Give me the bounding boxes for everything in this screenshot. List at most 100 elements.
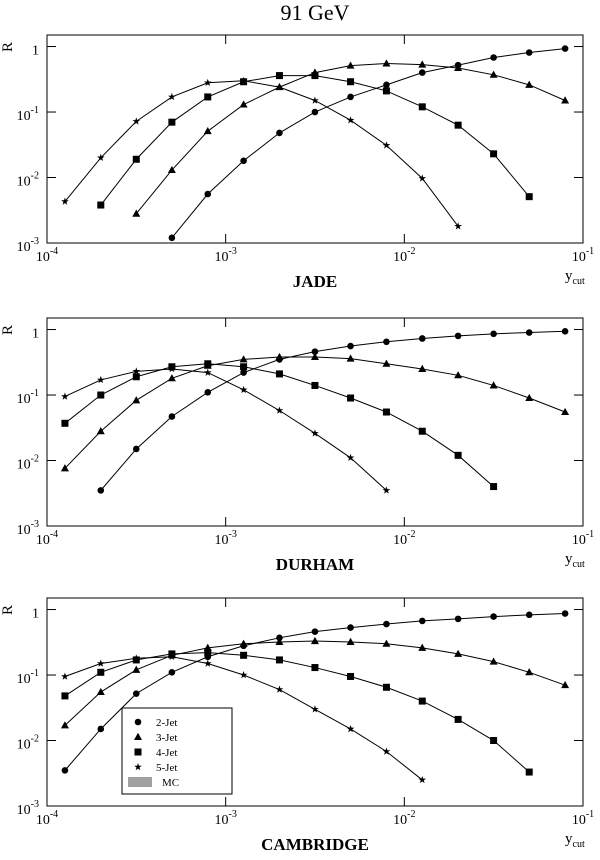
marker-circle: [311, 348, 319, 355]
y-tick-label-base: 10: [17, 672, 31, 687]
y-tick-label-exponent: -2: [31, 454, 39, 465]
marker-square: [490, 150, 498, 158]
marker-circle: [561, 327, 569, 335]
marker-circle: [276, 129, 283, 137]
y-tick-label-base: 10: [17, 109, 31, 124]
marker-star: [61, 392, 69, 400]
marker-circle: [454, 615, 462, 623]
y-tick-label-base: 10: [17, 458, 31, 473]
y-tick-label-exponent: -3: [31, 236, 39, 247]
marker-circle: [204, 190, 212, 198]
marker-star: [96, 153, 105, 162]
x-tick-label-exponent: -1: [586, 809, 594, 820]
marker-star: [418, 174, 427, 182]
marker-square: [97, 391, 105, 399]
marker-circle: [134, 718, 142, 726]
marker-star: [61, 197, 69, 205]
marker-square: [490, 737, 498, 745]
marker-star: [61, 672, 69, 680]
marker-triangle: [239, 100, 248, 108]
marker-star: [203, 368, 212, 376]
marker-circle: [347, 624, 354, 631]
marker-square: [61, 419, 69, 427]
marker-star: [168, 652, 176, 660]
marker-triangle: [239, 355, 248, 363]
x-tick-label-base: 10: [572, 533, 586, 548]
marker-triangle: [454, 63, 463, 72]
x-tick-label: 10-2: [393, 246, 415, 265]
x-tick-label: 10-3: [214, 246, 236, 265]
marker-square: [347, 672, 355, 680]
x-tick-label-base: 10: [393, 250, 407, 265]
x-tick-label-exponent: -2: [407, 246, 415, 257]
marker-triangle: [489, 657, 498, 665]
marker-star: [239, 671, 248, 679]
marker-triangle: [418, 60, 427, 68]
y-tick-label: 10-1: [17, 668, 39, 687]
marker-square: [311, 664, 319, 672]
marker-triangle: [134, 732, 142, 740]
x-axis-label-main: y: [565, 551, 573, 567]
marker-circle: [204, 389, 212, 396]
marker-circle: [490, 54, 497, 61]
x-tick-label-exponent: -1: [586, 246, 594, 257]
x-tick-label-base: 10: [36, 250, 50, 265]
marker-square: [204, 360, 212, 368]
marker-circle: [490, 330, 497, 338]
marker-star: [382, 141, 391, 149]
x-axis-label: ycut: [565, 831, 585, 850]
marker-star: [311, 705, 319, 713]
x-tick-label: 10-2: [393, 809, 415, 828]
y-tick-label: 10-2: [17, 171, 39, 190]
x-axis-label-main: y: [565, 268, 573, 284]
marker-circle: [132, 690, 140, 697]
y-axis-label: R: [0, 42, 16, 52]
marker-circle: [490, 613, 497, 620]
marker-square: [97, 668, 105, 676]
legend-label: 5-Jet: [156, 762, 177, 774]
y-tick-label-base: 10: [17, 523, 31, 538]
y-tick-label: 10-1: [17, 105, 39, 124]
y-tick-label-exponent: -2: [31, 171, 39, 182]
marker-triangle: [275, 352, 284, 361]
marker-star: [203, 659, 212, 667]
marker-star: [275, 406, 284, 414]
marker-circle: [561, 610, 569, 617]
marker-square: [275, 370, 283, 378]
y-tick-label-base: 10: [17, 738, 31, 753]
marker-square: [204, 649, 212, 657]
x-tick-label: 10-2: [393, 529, 415, 548]
x-tick-label-base: 10: [36, 813, 50, 828]
marker-square: [382, 683, 390, 691]
marker-square: [418, 427, 426, 435]
marker-square: [311, 72, 319, 80]
y-tick-label-exponent: -3: [31, 519, 39, 530]
marker-triangle: [167, 374, 176, 382]
marker-star: [96, 659, 105, 667]
y-tick-label-exponent: -1: [31, 668, 39, 679]
marker-triangle: [525, 80, 534, 88]
marker-square: [97, 201, 105, 209]
marker-square: [204, 93, 212, 101]
marker-square: [168, 118, 176, 126]
marker-triangle: [346, 354, 355, 362]
marker-triangle: [96, 687, 105, 696]
marker-circle: [418, 69, 426, 76]
marker-triangle: [132, 396, 141, 404]
marker-star: [134, 763, 142, 771]
y-tick-label: 1: [32, 327, 39, 342]
marker-triangle: [561, 680, 570, 689]
marker-square: [240, 363, 248, 371]
x-tick-label: 10-1: [572, 529, 594, 548]
marker-circle: [311, 108, 319, 116]
marker-triangle: [239, 639, 248, 647]
marker-square: [61, 692, 69, 700]
marker-star: [454, 222, 462, 230]
marker-circle: [454, 332, 462, 340]
marker-triangle: [525, 393, 534, 402]
x-tick-label-exponent: -2: [407, 529, 415, 540]
x-tick-label: 10-3: [214, 809, 236, 828]
series-line: [64, 80, 459, 227]
marker-square: [418, 697, 426, 705]
